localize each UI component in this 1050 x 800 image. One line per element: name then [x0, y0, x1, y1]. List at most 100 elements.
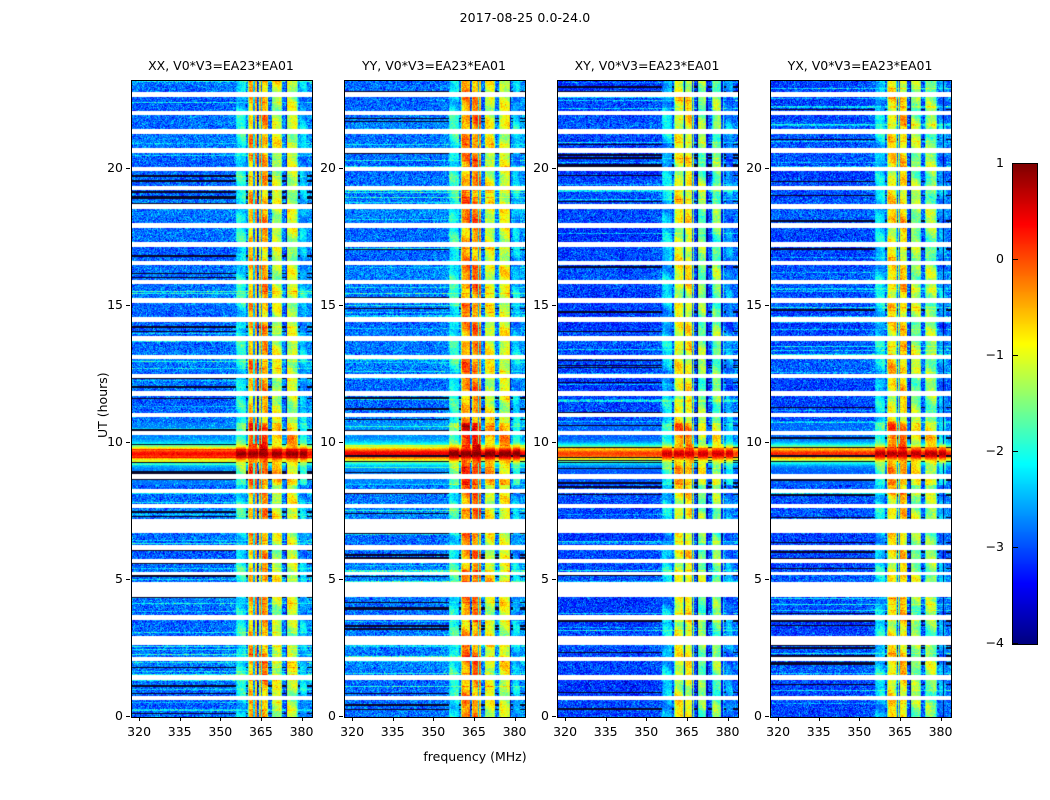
y-tick-mark — [126, 442, 130, 443]
colorbar-tick-mark — [1013, 643, 1018, 644]
y-tick-mark — [339, 168, 343, 169]
panel-title-yx: YX, V0*V3=EA23*EA01 — [787, 58, 933, 73]
x-tick-mark — [261, 717, 262, 721]
y-tick-label: 15 — [320, 296, 336, 312]
waterfall-image-xx — [132, 81, 312, 717]
x-tick-mark — [687, 717, 688, 721]
y-tick-label: 0 — [328, 708, 336, 723]
colorbar-tick-mark — [1013, 547, 1018, 548]
x-tick-mark — [565, 717, 566, 721]
x-tick-label: 380 — [502, 724, 527, 739]
x-tick-mark — [515, 717, 516, 721]
x-tick-label: 365 — [461, 724, 486, 739]
y-tick-mark — [552, 305, 556, 306]
y-tick-label: 0 — [754, 708, 762, 723]
x-tick-mark — [606, 717, 607, 721]
panel-title-xx: XX, V0*V3=EA23*EA01 — [148, 58, 294, 73]
x-tick-label: 365 — [887, 724, 912, 739]
colorbar-tick-label: 1 — [996, 155, 1004, 170]
panel-yx[interactable] — [770, 80, 952, 718]
x-tick-label: 350 — [208, 724, 233, 739]
y-tick-label: 10 — [533, 433, 549, 449]
y-tick-label: 10 — [320, 433, 336, 449]
colorbar-tick-mark — [1013, 355, 1018, 356]
waterfall-image-yy — [345, 81, 525, 717]
panel-xy[interactable] — [557, 80, 739, 718]
y-tick-label: 5 — [754, 570, 762, 586]
x-tick-mark — [433, 717, 434, 721]
panel-title-yy: YY, V0*V3=EA23*EA01 — [362, 58, 506, 73]
y-tick-mark — [126, 579, 130, 580]
y-axis-label: UT (hours) — [95, 372, 110, 438]
y-tick-mark — [126, 716, 130, 717]
y-tick-mark — [765, 442, 769, 443]
y-tick-mark — [765, 168, 769, 169]
panel-xx[interactable] — [131, 80, 313, 718]
x-tick-mark — [220, 717, 221, 721]
y-tick-mark — [765, 579, 769, 580]
panel-title-xy: XY, V0*V3=EA23*EA01 — [574, 58, 720, 73]
x-axis-label: frequency (MHz) — [423, 749, 527, 764]
y-tick-label: 15 — [107, 296, 123, 312]
x-tick-label: 380 — [715, 724, 740, 739]
x-tick-label: 335 — [167, 724, 192, 739]
x-tick-label: 380 — [289, 724, 314, 739]
x-tick-mark — [819, 717, 820, 721]
x-tick-mark — [859, 717, 860, 721]
waterfall-image-xy — [558, 81, 738, 717]
y-tick-mark — [552, 716, 556, 717]
x-tick-label: 365 — [674, 724, 699, 739]
y-tick-mark — [765, 305, 769, 306]
y-tick-label: 10 — [746, 433, 762, 449]
x-tick-mark — [139, 717, 140, 721]
x-tick-mark — [900, 717, 901, 721]
x-tick-label: 350 — [421, 724, 446, 739]
x-tick-label: 335 — [380, 724, 405, 739]
y-tick-mark — [126, 168, 130, 169]
waterfall-image-yx — [771, 81, 951, 717]
y-tick-label: 5 — [115, 570, 123, 586]
x-tick-mark — [778, 717, 779, 721]
x-tick-mark — [728, 717, 729, 721]
x-tick-label: 320 — [127, 724, 152, 739]
y-tick-label: 20 — [320, 159, 336, 175]
x-tick-mark — [352, 717, 353, 721]
panel-yy[interactable] — [344, 80, 526, 718]
colorbar-tick-label: −3 — [985, 539, 1004, 554]
colorbar-tick-label: −4 — [985, 635, 1004, 650]
x-tick-mark — [302, 717, 303, 721]
colorbar — [1012, 163, 1038, 645]
y-tick-mark — [339, 442, 343, 443]
y-tick-mark — [339, 305, 343, 306]
colorbar-tick-label: −2 — [985, 443, 1004, 458]
y-tick-mark — [126, 305, 130, 306]
y-tick-label: 5 — [541, 570, 549, 586]
colorbar-tick-label: −1 — [985, 347, 1004, 362]
y-tick-label: 15 — [746, 296, 762, 312]
y-tick-mark — [339, 716, 343, 717]
x-tick-label: 320 — [766, 724, 791, 739]
y-tick-label: 0 — [541, 708, 549, 723]
x-tick-label: 350 — [847, 724, 872, 739]
x-tick-mark — [474, 717, 475, 721]
x-tick-label: 335 — [806, 724, 831, 739]
x-tick-label: 350 — [634, 724, 659, 739]
y-tick-label: 20 — [107, 159, 123, 175]
y-tick-label: 15 — [533, 296, 549, 312]
y-tick-label: 20 — [746, 159, 762, 175]
colorbar-tick-label: 0 — [996, 251, 1004, 266]
y-tick-mark — [552, 442, 556, 443]
x-tick-mark — [180, 717, 181, 721]
y-tick-mark — [765, 716, 769, 717]
colorbar-tick-mark — [1013, 451, 1018, 452]
x-tick-label: 335 — [593, 724, 618, 739]
x-tick-label: 320 — [340, 724, 365, 739]
x-tick-label: 380 — [928, 724, 953, 739]
x-tick-mark — [393, 717, 394, 721]
figure-suptitle: 2017-08-25 0.0-24.0 — [459, 10, 591, 25]
y-tick-mark — [339, 579, 343, 580]
x-tick-mark — [646, 717, 647, 721]
y-tick-label: 20 — [533, 159, 549, 175]
y-tick-label: 5 — [328, 570, 336, 586]
